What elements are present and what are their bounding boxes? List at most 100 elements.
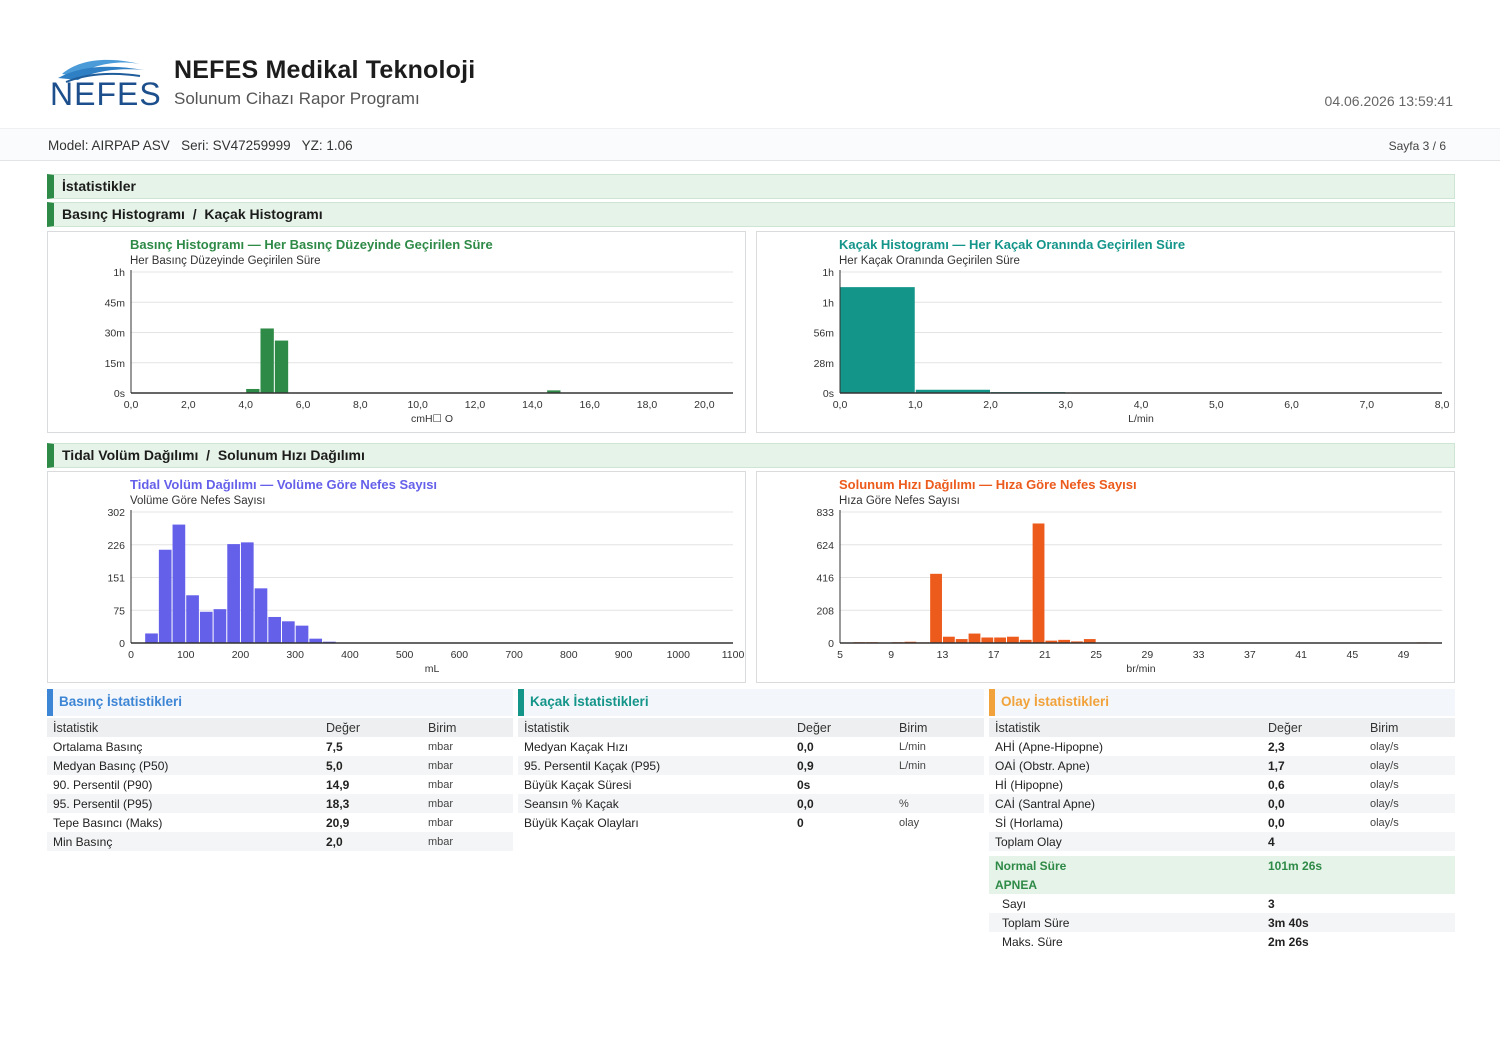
col-header: İstatistik: [989, 718, 1262, 737]
x-tick-label: 17: [988, 649, 1000, 661]
table-row: Medyan Basınç (P50) 5,0 mbar: [47, 756, 513, 775]
col-header: Değer: [791, 718, 893, 737]
histogram-bar: [981, 637, 994, 643]
y-tick-label: 0: [119, 638, 125, 650]
x-tick-label: 29: [1142, 649, 1154, 661]
histogram-bar: [994, 637, 1007, 643]
histogram-bar: [274, 340, 289, 393]
histogram-bar: [1083, 639, 1096, 643]
table-row: Sİ (Horlama) 0,0 olay/s: [989, 813, 1455, 832]
stat-name: 95. Persentil (P95): [47, 794, 320, 813]
stat-name: 90. Persentil (P90): [53, 777, 153, 792]
x-tick-label: 5: [837, 649, 843, 661]
stat-name: Medyan Kaçak Hızı: [524, 739, 629, 754]
stat-value: 2,3: [1268, 739, 1285, 754]
stat-value: 7,5: [326, 739, 343, 754]
y-tick-label: 28m: [814, 358, 835, 370]
histogram-bar: [213, 609, 227, 643]
histogram-bar: [968, 633, 981, 643]
nefes-logo: NEFES: [48, 52, 161, 112]
table-row: Medyan Kaçak Hızı 0,0 L/min: [518, 737, 984, 756]
stat-value: 0,0: [797, 739, 814, 754]
section-distributions: Tidal Volüm Dağılımı / Solunum Hızı Dağı…: [47, 443, 1455, 468]
table-row: Ortalama Basınç 7,5 mbar: [47, 737, 513, 756]
histogram-bar: [915, 389, 990, 393]
x-tick-label: 25: [1090, 649, 1102, 661]
chart-subtitle: Her Basınç Düzeyinde Geçirilen Süre: [130, 255, 321, 267]
stat-unit: [893, 775, 984, 794]
event-duration-table: Normal Süre 101m 26s APNEA Sayı 3 Toplam Süre…: [989, 856, 1455, 951]
chart-subtitle: Hıza Göre Nefes Sayısı: [839, 495, 960, 507]
histogram-bar: [942, 636, 955, 643]
chart-subtitle: Her Kaçak Oranında Geçirilen Süre: [839, 255, 1020, 267]
y-tick-label: 0s: [114, 388, 125, 400]
stat-name: CAİ (Santral Apne): [989, 794, 1262, 813]
x-axis-label: mL: [425, 663, 440, 675]
x-axis-label: L/min: [1128, 413, 1154, 425]
normal-duration-label: Normal Süre: [989, 856, 1262, 875]
y-tick-label: 1h: [822, 267, 834, 279]
x-tick-label: 13: [937, 649, 949, 661]
stat-name: AHİ (Apne-Hipopne): [995, 739, 1104, 754]
y-tick-label: 416: [816, 573, 834, 585]
x-tick-label: 5,0: [1209, 399, 1224, 411]
col-header: Birim: [893, 718, 984, 737]
x-tick-label: 41: [1295, 649, 1307, 661]
apnea-row: Maks. Süre 2m 26s: [989, 932, 1455, 951]
histogram-bar: [1058, 639, 1071, 643]
col-header: Değer: [320, 718, 422, 737]
x-tick-label: 900: [615, 649, 633, 661]
section-statistics-label: İstatistikler: [62, 178, 136, 194]
empty-cell: [1364, 913, 1455, 932]
x-tick-label: 3,0: [1058, 399, 1073, 411]
apnea-stat-name: Maks. Süre: [1002, 934, 1063, 949]
section-distributions-label: Tidal Volüm Dağılımı / Solunum Hızı Dağı…: [62, 447, 365, 463]
pressure-histogram-panel: Basınç Histogramı — Her Basınç Düzeyinde…: [47, 231, 746, 433]
leak-stats-table: İstatistik Değer Birim Medyan Kaçak Hızı…: [518, 718, 984, 832]
stat-unit: mbar: [422, 832, 513, 851]
tidal-volume-chart: 0 75 151 226 302 0 100 200 300 400 500 600 700 800 900…: [107, 507, 744, 675]
histogram-bar: [930, 573, 942, 643]
stat-value: 0s: [797, 777, 811, 792]
x-tick-label: 6,0: [1284, 399, 1299, 411]
histogram-bar: [227, 544, 240, 643]
table-row: CAİ (Santral Apne) 0,0 olay/s: [989, 794, 1455, 813]
histogram-bar: [158, 549, 172, 643]
x-tick-label: 200: [232, 649, 250, 661]
y-tick-label: 151: [107, 573, 125, 585]
respiratory-rate-panel: Solunum Hızı Dağılımı — Hıza Göre Nefes …: [756, 471, 1455, 683]
stat-unit: olay/s: [1370, 778, 1399, 791]
col-header: Birim: [1364, 718, 1455, 737]
apnea-stat-value: 3: [1268, 896, 1275, 911]
histogram-bar: [840, 287, 915, 393]
leak-stats-title: Kaçak İstatistikleri: [518, 689, 984, 716]
y-tick-label: 0s: [823, 388, 834, 400]
table-row: AHİ (Apne-Hipopne) 2,3 olay/s: [989, 737, 1455, 756]
apnea-row: Sayı 3: [989, 894, 1455, 913]
histogram-bar: [282, 621, 295, 643]
x-tick-label: 49: [1398, 649, 1410, 661]
section-histograms: Basınç Histogramı / Kaçak Histogramı: [47, 202, 1455, 227]
report-datetime: 04.06.2026 13:59:41: [1324, 93, 1453, 109]
stat-value: 18,3: [320, 794, 422, 813]
x-tick-label: 4,0: [1134, 399, 1149, 411]
x-tick-label: 0,0: [833, 399, 848, 411]
x-tick-label: 0,0: [124, 399, 139, 411]
x-tick-label: 37: [1244, 649, 1256, 661]
leak-histogram-panel: Kaçak Histogramı — Her Kaçak Oranında Ge…: [756, 231, 1455, 433]
x-tick-label: 600: [451, 649, 469, 661]
x-tick-label: 16,0: [579, 399, 600, 411]
stat-name: Tepe Basıncı (Maks): [53, 815, 163, 830]
histogram-bar: [268, 616, 281, 643]
histogram-bar: [1032, 523, 1045, 643]
x-tick-label: 7,0: [1359, 399, 1374, 411]
histogram-bar: [260, 328, 274, 393]
stat-value: 2,0: [320, 832, 422, 851]
leak-histogram-chart: 0s 28m 56m 1h 1h 0,0 1,0 2,0 3,0 4,0 5,0 6,0 7,0 8,0 L…: [814, 267, 1450, 425]
x-tick-label: 33: [1193, 649, 1205, 661]
stat-value: 0,6: [1268, 777, 1285, 792]
stat-unit: olay: [899, 816, 920, 829]
apnea-stat-name: Sayı: [1002, 896, 1027, 911]
x-tick-label: 0: [128, 649, 134, 661]
y-tick-label: 1h: [822, 297, 834, 309]
